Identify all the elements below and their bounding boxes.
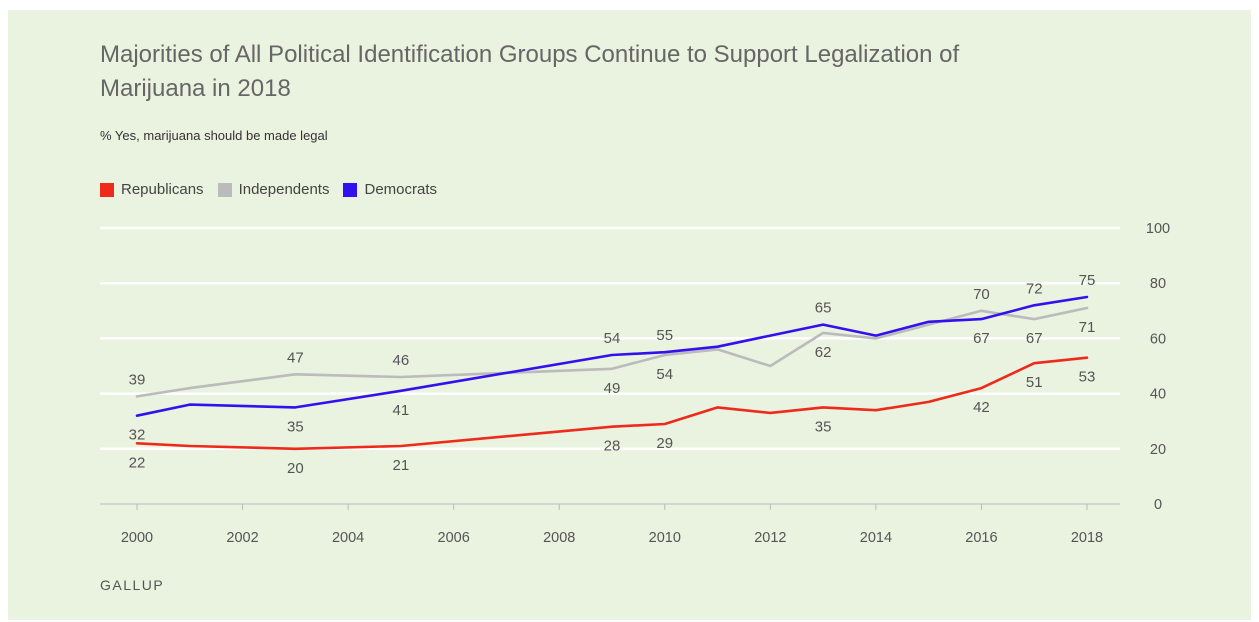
legend: Republicans Independents Democrats	[100, 181, 451, 198]
legend-item-democrats: Democrats	[343, 181, 437, 198]
data-label-democrats: 32	[129, 427, 146, 444]
legend-label-republicans: Republicans	[121, 181, 204, 198]
chart-panel	[8, 10, 1251, 620]
data-label-democrats: 35	[287, 418, 304, 435]
x-tick-label: 2004	[332, 530, 364, 546]
x-tick-label: 2016	[965, 530, 997, 546]
series-lines	[135, 295, 1089, 451]
data-label-independents: 70	[973, 286, 990, 303]
chart-title: Majorities of All Political Identificati…	[100, 41, 960, 102]
legend-item-republicans: Republicans	[100, 181, 204, 198]
source-label: GALLUP	[100, 577, 165, 593]
data-label-republicans: 51	[1026, 374, 1043, 391]
x-tick-label: 2002	[226, 530, 258, 546]
data-label-independents: 62	[815, 344, 832, 361]
y-tick-label: 80	[1150, 276, 1166, 292]
legend-swatch-independents	[217, 182, 232, 197]
data-label-republicans: 53	[1079, 369, 1096, 386]
data-label-democrats: 54	[604, 330, 621, 347]
data-label-independents: 71	[1079, 319, 1096, 336]
data-label-democrats: 67	[973, 330, 990, 347]
data-label-democrats: 55	[656, 327, 673, 344]
x-tick-label: 2018	[1071, 530, 1103, 546]
data-label-democrats: 41	[393, 402, 410, 419]
legend-swatch-republicans	[100, 182, 114, 197]
x-tick-label: 2014	[860, 530, 892, 546]
y-tick-label: 100	[1146, 221, 1170, 237]
data-label-independents: 67	[1026, 330, 1043, 347]
legend-swatch-democrats	[343, 182, 358, 197]
legend-item-independents: Independents	[217, 181, 330, 198]
data-label-democrats: 75	[1079, 272, 1096, 289]
y-tick-label: 20	[1150, 442, 1166, 458]
x-tick-label: 2012	[754, 530, 786, 546]
series-line-independents	[135, 306, 1089, 398]
data-label-republicans: 22	[129, 454, 146, 471]
data-label-republicans: 28	[604, 438, 621, 455]
y-tick-label: 40	[1150, 387, 1166, 403]
gridlines	[100, 226, 1120, 505]
data-labels: 39 32 22 47 35 20 46 41 21 54 49 28 55 54 29 65 62 35 70 67…	[129, 272, 1096, 477]
data-label-republicans: 29	[656, 435, 673, 452]
data-label-republicans: 42	[973, 399, 990, 416]
data-label-independents: 49	[604, 380, 621, 397]
series-line-democrats	[135, 295, 1089, 417]
axes: 0 20 40 60 80 100 2000 2002 2004 2006 2008 2010 2012…	[121, 221, 1170, 546]
x-tick-label: 2008	[543, 530, 575, 546]
data-label-independents: 54	[656, 366, 673, 383]
data-label-independents: 46	[393, 352, 410, 369]
chart-subtitle: % Yes, marijuana should be made legal	[100, 128, 328, 143]
x-tick-label: 2006	[438, 530, 470, 546]
data-label-republicans: 35	[815, 418, 832, 435]
data-label-democrats: 65	[815, 300, 832, 317]
x-tick-label: 2000	[121, 530, 153, 546]
data-label-republicans: 21	[393, 457, 410, 474]
data-label-independents: 39	[129, 371, 146, 388]
legend-label-democrats: Democrats	[364, 181, 438, 198]
series-line-republicans	[135, 356, 1089, 451]
y-tick-label: 60	[1150, 331, 1166, 347]
data-label-democrats: 72	[1026, 280, 1043, 297]
data-label-independents: 47	[287, 349, 304, 366]
data-label-republicans: 20	[287, 460, 304, 477]
x-tick-label: 2010	[649, 530, 681, 546]
y-tick-label: 0	[1154, 497, 1162, 513]
legend-label-independents: Independents	[238, 181, 330, 198]
